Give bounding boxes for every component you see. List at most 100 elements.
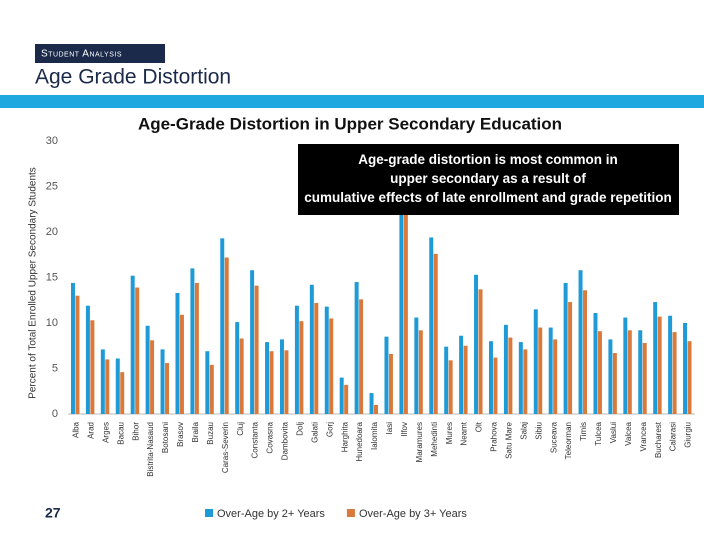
legend-swatch	[346, 509, 355, 517]
bar	[493, 357, 498, 414]
x-tick-label: Bihor	[131, 422, 140, 441]
bar	[623, 317, 628, 414]
bar	[384, 336, 389, 414]
annotation: Age-grade distortion is most common in up…	[304, 152, 672, 205]
legend-label: Over-Age by 2+ Years	[217, 508, 325, 520]
legend-swatch	[205, 509, 213, 517]
bar	[190, 268, 195, 414]
bar	[135, 287, 140, 414]
bar	[115, 358, 120, 414]
bar	[269, 351, 274, 414]
bar	[279, 339, 284, 414]
bar	[179, 314, 184, 414]
bar	[403, 204, 408, 414]
y-tick-label: 0	[52, 408, 58, 420]
bar	[194, 282, 199, 414]
x-tick-label: Buzau	[206, 422, 215, 445]
bar	[474, 274, 479, 414]
x-tick-label: Brasov	[176, 422, 185, 447]
bar	[265, 342, 270, 414]
x-tick-label: Bacau	[116, 422, 125, 445]
x-tick-label: Calarasi	[669, 422, 678, 452]
bar	[638, 330, 643, 414]
x-tick-label: Olt	[475, 421, 484, 432]
bar	[568, 302, 573, 414]
x-tick-label: Dambovita	[281, 421, 290, 460]
chart-title: Age-Grade Distortion in Upper Secondary …	[138, 114, 562, 133]
bar	[150, 340, 155, 414]
bar	[597, 331, 602, 414]
x-tick-label: Constanta	[251, 421, 260, 458]
bar	[523, 349, 528, 414]
bar	[503, 324, 508, 414]
x-tick-label: Teleorman	[564, 422, 573, 459]
bar	[314, 302, 319, 414]
x-tick-label: Arges	[101, 422, 110, 443]
x-tick-label: Covasna	[266, 421, 275, 453]
x-tick-label: Dolj	[296, 422, 305, 436]
bar	[548, 327, 553, 414]
bar	[339, 377, 344, 414]
bar	[563, 282, 568, 414]
x-tick-label: Giurgiu	[684, 422, 693, 448]
bar	[478, 289, 483, 414]
x-tick-label: Bucharest	[654, 421, 663, 458]
x-tick-label: Satu Mare	[505, 421, 514, 458]
bar	[399, 191, 404, 414]
bar	[329, 318, 334, 414]
bar	[175, 292, 180, 414]
bar	[239, 338, 244, 414]
legend-label: Over-Age by 3+ Years	[359, 508, 467, 520]
bar	[324, 306, 329, 414]
bar	[448, 360, 453, 414]
bar	[359, 299, 364, 414]
x-tick-label: Salaj	[519, 422, 528, 440]
bar	[459, 335, 464, 414]
y-tick-label: 20	[46, 226, 58, 238]
bar	[518, 342, 523, 414]
x-tick-label: Alba	[72, 421, 81, 438]
x-tick-label: Neamt	[460, 421, 469, 445]
bar	[250, 270, 255, 414]
bar	[463, 345, 468, 414]
bar	[160, 349, 165, 414]
bar	[668, 315, 673, 414]
header-band	[0, 95, 704, 108]
bar	[388, 353, 393, 414]
bar	[672, 332, 677, 414]
bar	[374, 404, 379, 414]
bar	[105, 359, 110, 414]
x-tick-label: Ilfov	[400, 422, 409, 437]
bar	[224, 257, 229, 414]
x-tick-label: Suceava	[549, 421, 558, 453]
y-tick-label: 10	[46, 317, 58, 329]
bar	[538, 327, 543, 414]
bar	[100, 349, 105, 414]
x-tick-label: Valcea	[624, 421, 633, 445]
bar	[254, 285, 259, 414]
bar	[508, 337, 513, 414]
x-tick-label: Ialomita	[370, 421, 379, 450]
y-tick-label: 30	[46, 135, 58, 147]
bar	[418, 330, 423, 414]
bar	[299, 321, 304, 414]
x-tick-label: Mehedinti	[430, 422, 439, 457]
x-tick-label: Tulcea	[594, 421, 603, 445]
bar	[235, 322, 240, 414]
x-tick-label: Arad	[87, 422, 96, 439]
bar	[130, 275, 135, 414]
bar	[608, 339, 613, 414]
bar	[578, 270, 583, 414]
bar	[612, 353, 617, 414]
bar	[75, 295, 80, 414]
x-tick-label: Vrancea	[639, 421, 648, 451]
bar	[309, 284, 314, 414]
x-tick-label: Harghita	[340, 421, 349, 452]
bar	[583, 290, 588, 414]
bar	[593, 312, 598, 414]
x-tick-label: Braila	[191, 421, 200, 442]
bar	[220, 238, 225, 414]
x-tick-label: Hunedoara	[355, 421, 364, 461]
x-tick-label: Bistrita-Nasaud	[146, 422, 155, 477]
y-axis-title: Percent of Total Enrolled Upper Secondar…	[28, 167, 39, 399]
